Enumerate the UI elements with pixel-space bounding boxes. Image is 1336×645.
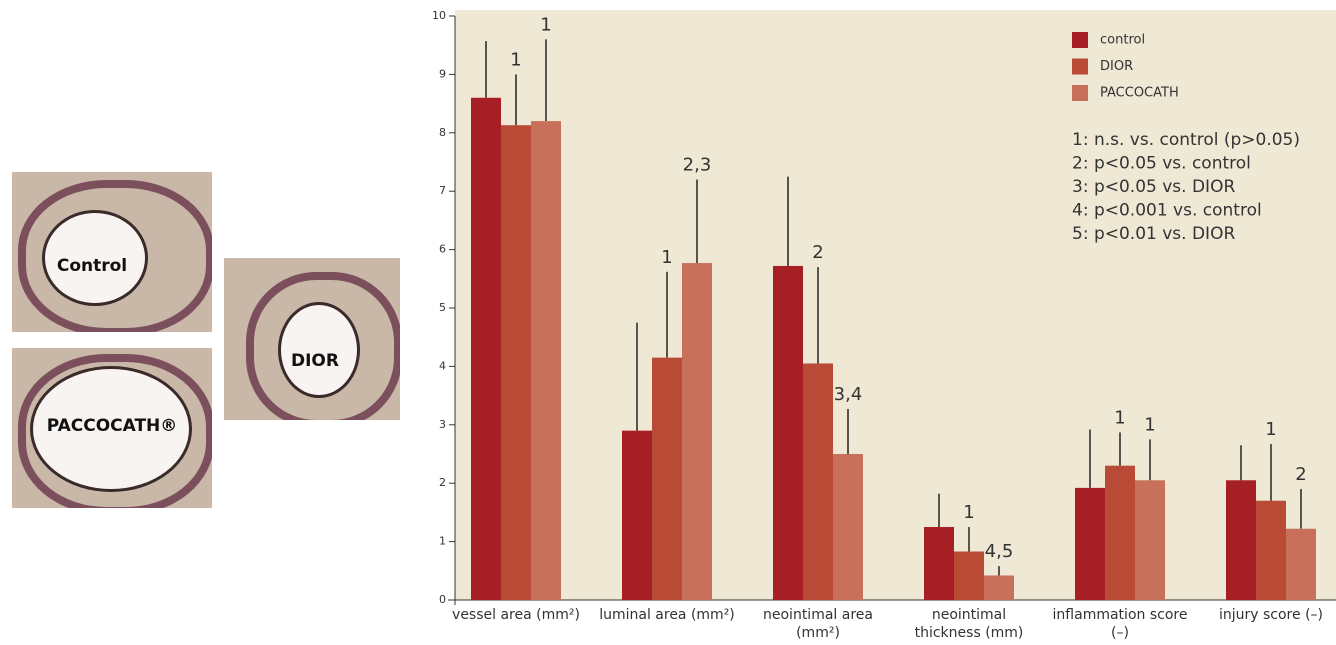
bar <box>531 121 561 600</box>
x-tick-label: neointimal thickness (mm) <box>899 606 1039 642</box>
legend-label: PACCOCATH <box>1100 86 1179 101</box>
significance-label: 1 <box>963 502 974 523</box>
footnote: 5: p<0.01 vs. DIOR <box>1072 224 1235 244</box>
legend-swatch <box>1072 32 1088 48</box>
significance-label: 3,4 <box>834 384 863 405</box>
chart: 0123456789101112,323,414,51112controlDIO… <box>0 0 1336 645</box>
significance-label: 2 <box>1295 464 1306 485</box>
legend-swatch <box>1072 85 1088 101</box>
legend-label: control <box>1100 33 1145 48</box>
legend-swatch <box>1072 59 1088 75</box>
bar <box>1226 480 1256 600</box>
bar <box>773 266 803 600</box>
plot-background <box>455 10 1336 600</box>
y-tick-label: 10 <box>432 9 446 22</box>
x-tick-label: neointimal area (mm²) <box>748 606 888 642</box>
significance-label: 1 <box>661 247 672 268</box>
significance-label: 1 <box>540 14 551 35</box>
bar <box>471 98 501 600</box>
x-tick-label: inflammation score (–) <box>1050 606 1190 642</box>
bar <box>1286 529 1316 600</box>
bar <box>622 431 652 600</box>
bar <box>924 527 954 600</box>
significance-label: 4,5 <box>985 541 1014 562</box>
significance-label: 1 <box>1144 414 1155 435</box>
significance-label: 1 <box>1265 419 1276 440</box>
bar <box>682 263 712 600</box>
y-tick-label: 1 <box>439 535 446 548</box>
footnote: 4: p<0.001 vs. control <box>1072 201 1262 221</box>
y-tick-label: 5 <box>439 301 446 314</box>
y-tick-label: 2 <box>439 476 446 489</box>
bar <box>833 454 863 600</box>
x-tick-label: luminal area (mm²) <box>597 606 737 624</box>
significance-label: 2 <box>812 242 823 263</box>
bar <box>984 575 1014 600</box>
significance-label: 2,3 <box>683 155 712 176</box>
significance-label: 1 <box>510 49 521 70</box>
y-tick-label: 0 <box>439 593 446 606</box>
y-tick-label: 3 <box>439 418 446 431</box>
footnote: 2: p<0.05 vs. control <box>1072 154 1251 174</box>
bar <box>954 552 984 600</box>
bar <box>1135 480 1165 600</box>
y-tick-label: 8 <box>439 126 446 139</box>
y-tick-label: 9 <box>439 67 446 80</box>
footnote: 3: p<0.05 vs. DIOR <box>1072 177 1235 197</box>
bar <box>1075 488 1105 600</box>
y-tick-label: 4 <box>439 359 446 372</box>
x-tick-label: vessel area (mm²) <box>446 606 586 624</box>
footnote: 1: n.s. vs. control (p>0.05) <box>1072 130 1300 150</box>
bar <box>803 363 833 600</box>
significance-label: 1 <box>1114 407 1125 428</box>
bar <box>652 358 682 600</box>
bar <box>1105 466 1135 600</box>
x-tick-label: injury score (–) <box>1201 606 1336 624</box>
page: Control PACCOCATH® DIOR 0123456789101112… <box>0 0 1336 645</box>
legend-label: DIOR <box>1100 59 1133 74</box>
y-tick-label: 7 <box>439 184 446 197</box>
y-tick-label: 6 <box>439 243 446 256</box>
bar <box>501 125 531 600</box>
bar <box>1256 501 1286 600</box>
